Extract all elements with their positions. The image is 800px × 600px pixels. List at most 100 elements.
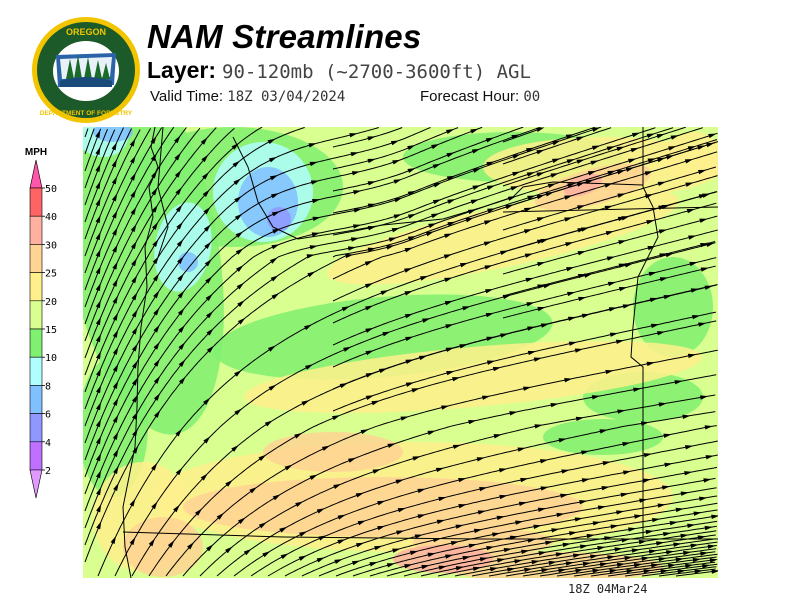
streamline-arrow [95,146,101,156]
streamline-arrow [651,563,660,568]
streamline-arrow [581,450,590,455]
streamline-arrow [355,542,365,548]
streamline-arrow [687,523,696,528]
streamline-arrow [176,239,184,247]
streamline-arrow [154,410,161,418]
streamline-arrow [236,282,245,290]
streamline-arrow [174,152,181,161]
streamline-arrow [537,306,546,312]
streamline-arrow [577,273,587,279]
streamline-arrow [585,179,594,185]
streamline-arrow [173,135,181,144]
streamline-arrow [675,507,684,513]
streamline-arrow [151,170,158,179]
streamline-arrow [176,221,183,230]
streamline-arrow [129,537,136,546]
streamline-arrow [646,220,655,225]
streamline-arrow [148,538,155,547]
streamline-arrow [267,138,276,145]
legend-tick-label: 50 [45,184,57,195]
streamline-arrow [367,226,377,231]
streamline-arrow [550,173,559,178]
streamline-arrow [536,127,545,133]
streamline-arrow [112,414,119,423]
legend-tick-label: 40 [45,212,57,223]
streamline-arrow [341,306,350,312]
streamline-arrow [560,493,569,499]
streamline-arrow [131,394,138,403]
layer-value: 90-120mb (~2700-3600ft) AGL [222,61,531,83]
streamline-arrow [565,242,574,247]
streamline [84,129,108,189]
streamline-arrow [249,486,258,494]
streamline-arrow [152,273,160,282]
streamline-arrow [151,501,158,510]
streamline-arrow [95,129,101,139]
streamline-arrow [231,445,239,452]
streamline-arrow [438,565,447,570]
streamline-arrow [95,214,101,224]
streamline-arrow [703,478,712,483]
streamline-arrow [643,569,652,574]
streamline-arrow [130,206,137,215]
streamline-arrow [536,194,545,200]
streamline-arrow [386,245,395,250]
wind-speed-region [633,257,713,357]
streamline-arrow [455,566,465,571]
streamline-arrow [175,428,182,437]
streamline-arrow [684,471,693,476]
streamline-arrow [131,275,138,284]
wind-speed-region [123,517,203,577]
streamline [335,495,718,577]
wind-speed-region [78,357,148,497]
streamline-arrow [587,171,597,176]
streamline-arrow [590,160,599,166]
streamline-arrow [95,316,101,326]
streamline-arrow [485,312,495,318]
legend-tick-label: 30 [45,240,57,251]
legend-over-arrow [29,159,43,189]
streamline-arrow [452,444,462,450]
streamline-arrow [204,259,212,267]
streamline-arrow [689,261,698,267]
streamline-arrow [367,136,376,141]
streamline-arrow [706,242,715,247]
streamline-arrow [307,271,316,278]
streamline-arrow [605,231,615,236]
streamline-arrow [95,419,101,428]
streamline-arrow [545,192,554,197]
streamline-arrow [349,133,358,138]
streamline-arrow [552,158,561,164]
streamline-arrow [177,307,185,316]
streamline-arrow [509,535,519,540]
streamline-arrow [675,557,684,562]
streamline-arrow [608,307,618,312]
streamline-arrow [698,194,707,199]
streamline-arrow [177,273,184,282]
streamline-arrow [684,445,694,450]
streamline-arrow [659,253,668,258]
streamline [505,545,717,577]
streamline-arrow [507,567,516,572]
streamline-arrow [626,569,635,574]
streamline [84,126,541,478]
streamline-arrow [561,469,570,474]
streamline-arrow [711,569,720,574]
streamline-arrow [708,133,717,139]
streamline-arrow [685,563,694,569]
streamline-arrow [392,159,401,165]
streamline-arrow [271,244,280,250]
streamline [454,534,716,577]
streamline-arrow [690,288,700,293]
streamline-arrow [690,543,699,548]
streamline-arrow [343,346,352,352]
streamline-arrow [601,485,610,491]
page-title: NAM Streamlines [147,18,422,55]
streamline-arrow [646,361,655,367]
streamline-arrow [445,347,455,352]
legend-under-arrow [29,469,43,499]
streamline-arrow [459,262,469,268]
streamline-arrow [550,402,559,408]
streamline-arrow [647,245,656,251]
streamline [607,561,716,577]
